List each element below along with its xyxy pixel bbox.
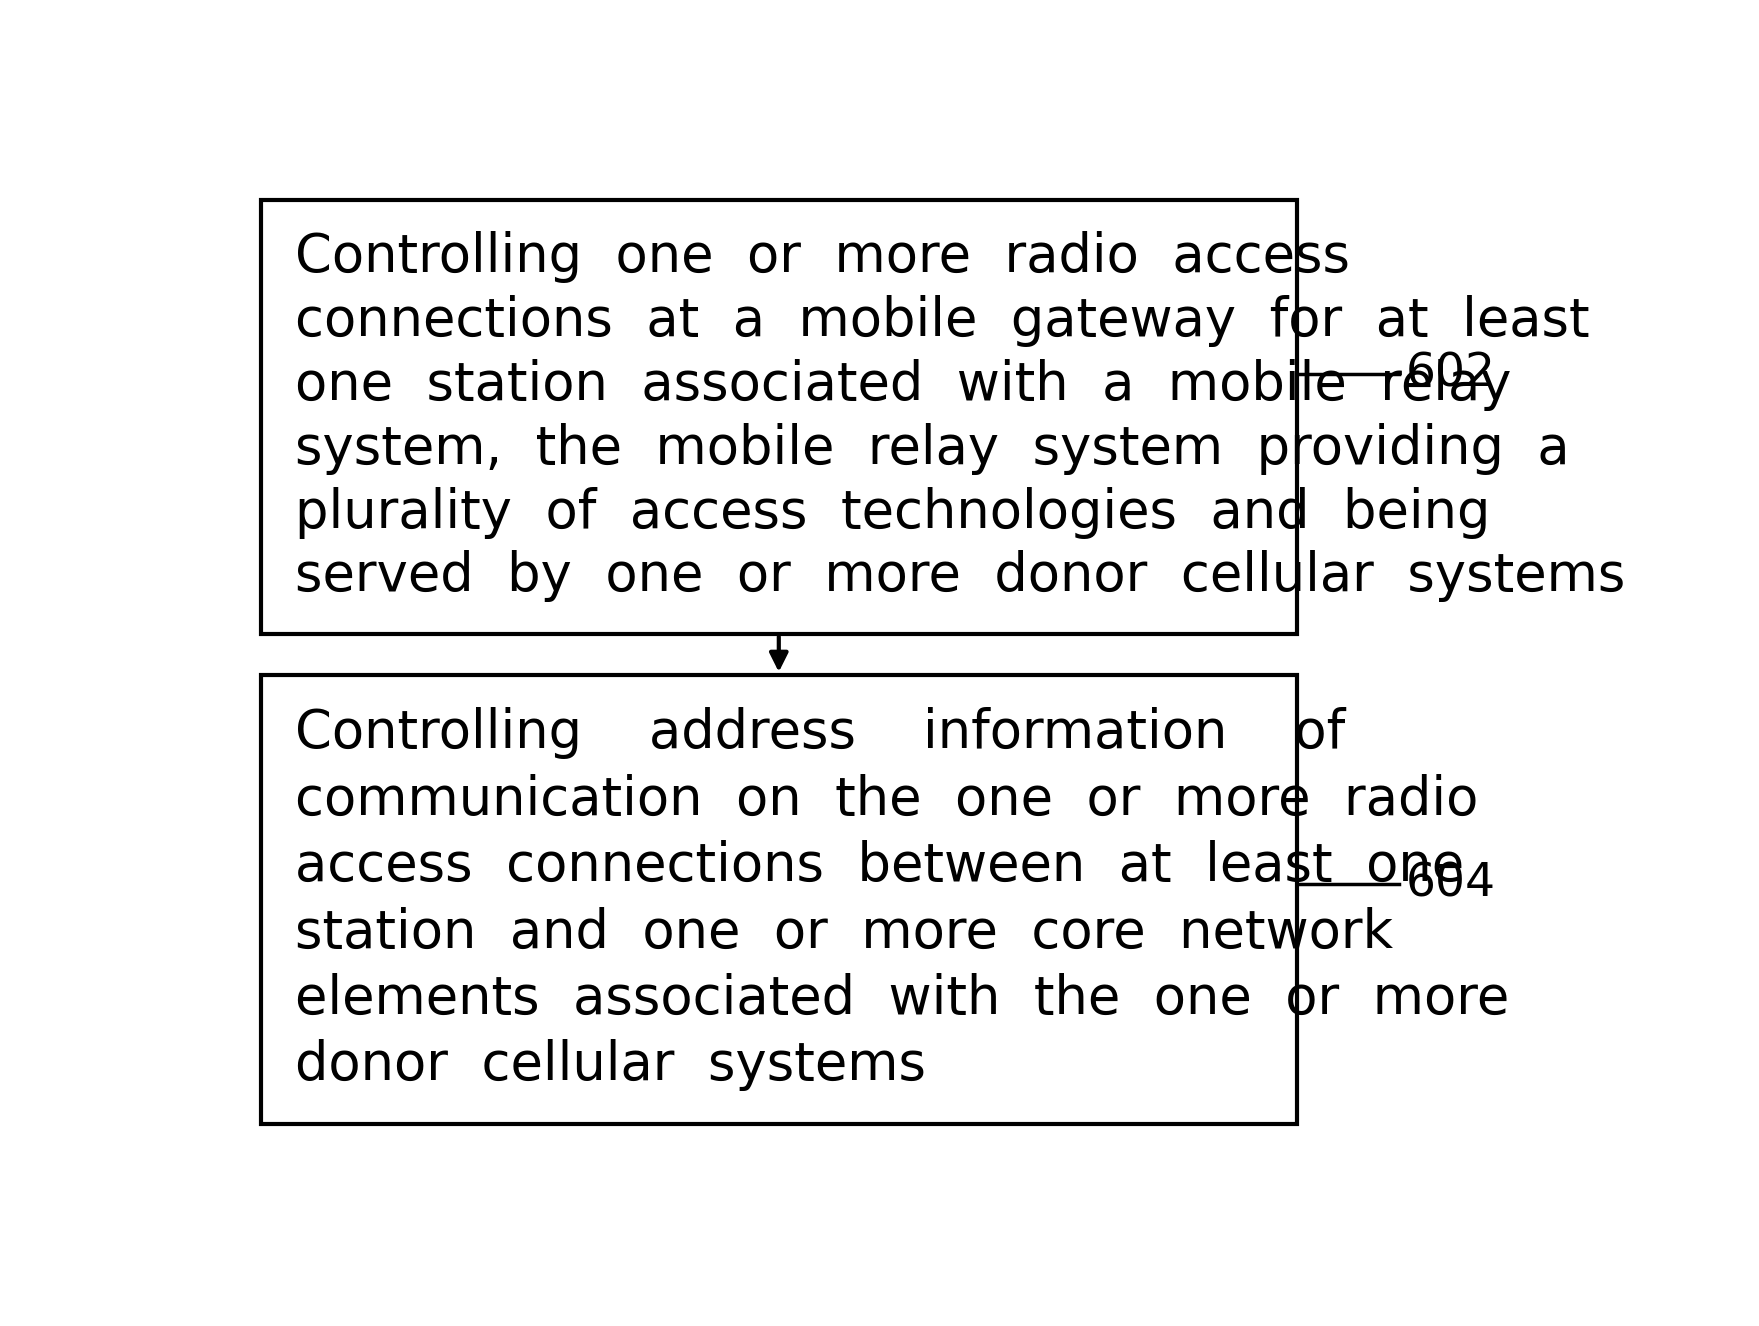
Bar xyxy=(260,200,1296,634)
Text: Controlling  one  or  more  radio  access: Controlling one or more radio access xyxy=(296,232,1349,284)
Text: access  connections  between  at  least  one: access connections between at least one xyxy=(296,841,1463,892)
Text: donor  cellular  systems: donor cellular systems xyxy=(296,1040,925,1091)
Text: system,  the  mobile  relay  system  providing  a: system, the mobile relay system providin… xyxy=(296,423,1569,475)
Text: plurality  of  access  technologies  and  being: plurality of access technologies and bei… xyxy=(296,487,1490,538)
Text: elements  associated  with  the  one  or  more: elements associated with the one or more xyxy=(296,973,1509,1025)
Text: station  and  one  or  more  core  network: station and one or more core network xyxy=(296,907,1393,959)
Text: one  station  associated  with  a  mobile  relay: one station associated with a mobile rel… xyxy=(296,359,1511,411)
Bar xyxy=(260,675,1296,1124)
Text: 604: 604 xyxy=(1405,862,1495,907)
Text: 602: 602 xyxy=(1405,351,1495,396)
Text: connections  at  a  mobile  gateway  for  at  least: connections at a mobile gateway for at l… xyxy=(296,296,1590,347)
Text: served  by  one  or  more  donor  cellular  systems: served by one or more donor cellular sys… xyxy=(296,550,1625,602)
Text: Controlling    address    information    of: Controlling address information of xyxy=(296,708,1346,760)
Text: communication  on  the  one  or  more  radio: communication on the one or more radio xyxy=(296,774,1478,826)
